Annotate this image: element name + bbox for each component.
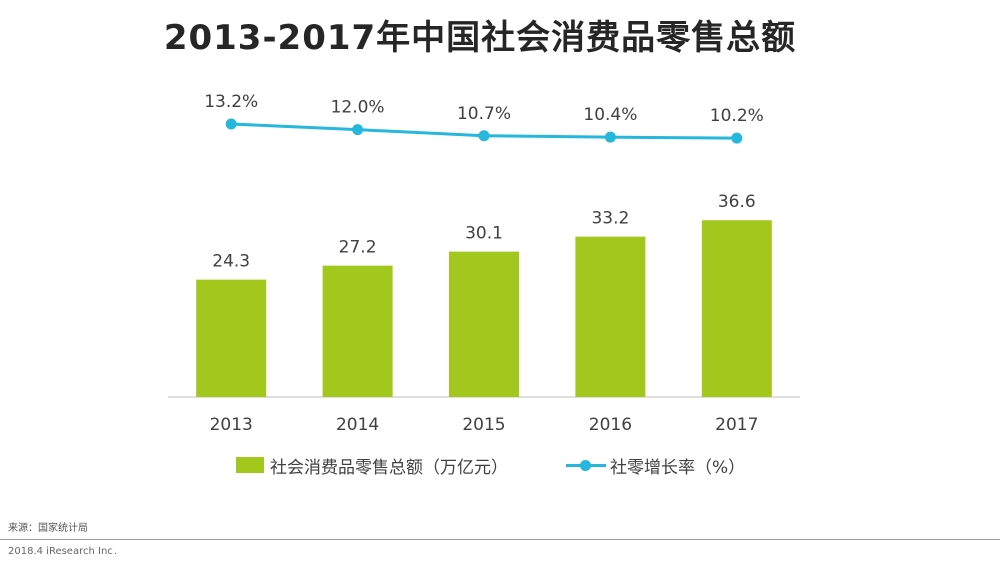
growth-rate-point-2013	[225, 118, 237, 130]
bar-value-label-2014: 27.2	[339, 238, 377, 258]
growth-rate-label-2016: 10.4%	[583, 105, 637, 125]
bar-value-label-2017: 36.6	[718, 192, 756, 212]
legend-label-bar: 社会消费品零售总额（万亿元）	[270, 457, 508, 478]
growth-rate-label-2014: 12.0%	[331, 98, 385, 118]
growth-rate-label-2015: 10.7%	[457, 104, 511, 124]
legend-item-bar: 社会消费品零售总额（万亿元）	[236, 452, 508, 478]
x-tick-label-2017: 2017	[715, 415, 758, 435]
source-note: 来源：国家统计局	[8, 523, 88, 534]
x-tick-label-2016: 2016	[589, 415, 632, 435]
bar-2014	[322, 265, 393, 397]
legend-swatch-line	[566, 457, 606, 473]
x-tick-label-2015: 2015	[462, 415, 505, 435]
legend-swatch-bar	[236, 457, 264, 473]
growth-rate-label-2017: 10.2%	[710, 106, 764, 126]
bar-2013	[196, 279, 267, 397]
footer-divider	[0, 539, 1000, 540]
footer-dot: .	[114, 546, 118, 557]
bar-2015	[449, 251, 519, 397]
legend-label-line: 社零增长率（%）	[610, 457, 746, 478]
legend-item-line: 社零增长率（%）	[566, 452, 745, 478]
x-tick-label-2013: 2013	[210, 415, 253, 435]
chart-title: 2013-2017年中国社会消费品零售总额	[163, 18, 797, 58]
bar-2017	[701, 220, 772, 397]
growth-rate-point-2017	[731, 132, 743, 144]
growth-rate-point-2015	[478, 130, 490, 142]
bar-2016	[575, 236, 646, 397]
bar-value-label-2016: 33.2	[591, 209, 629, 229]
growth-rate-point-2016	[604, 131, 616, 143]
bar-value-label-2013: 24.3	[212, 252, 250, 272]
footer-copyright: 2018.4 iResearch Inc	[8, 546, 113, 557]
growth-rate-label-2013: 13.2%	[204, 92, 258, 112]
growth-rate-point-2014	[352, 124, 364, 136]
bar-value-label-2015: 30.1	[465, 224, 503, 244]
x-tick-label-2014: 2014	[336, 415, 379, 435]
